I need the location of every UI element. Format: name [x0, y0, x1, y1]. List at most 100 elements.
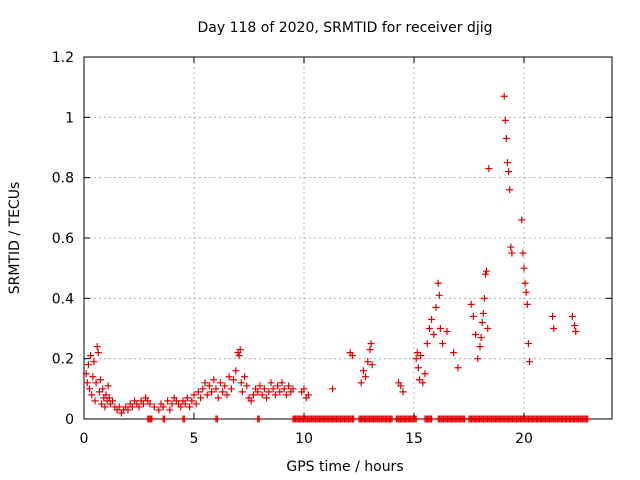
data-point [425, 325, 433, 332]
data-point [506, 186, 514, 194]
y-tick-label: 0.8 [52, 171, 74, 187]
data-point [436, 325, 444, 332]
data-point [479, 309, 487, 317]
data-point [93, 343, 101, 351]
data-point [155, 406, 163, 414]
data-point [357, 379, 365, 387]
data-point [416, 376, 423, 384]
data-point [230, 376, 238, 384]
x-axis-label: GPS time / hours [286, 459, 403, 475]
data-point [86, 385, 93, 393]
data-point [482, 270, 489, 278]
data-point [269, 385, 277, 393]
data-point [304, 391, 312, 399]
data-point [419, 379, 427, 387]
data-point [243, 382, 251, 390]
data-point [201, 379, 209, 387]
data-point [254, 388, 262, 396]
data-point [97, 376, 104, 384]
data-point [280, 385, 288, 393]
data-point [214, 394, 222, 402]
x-tick-label: 10 [295, 431, 313, 447]
data-point [526, 358, 533, 366]
data-point [263, 394, 271, 402]
data-point [232, 367, 240, 375]
data-point [265, 388, 273, 396]
data-point [450, 349, 458, 357]
data-point [249, 391, 257, 399]
data-point [500, 92, 508, 100]
data-point [235, 352, 243, 360]
grid-lines [84, 57, 612, 419]
data-point [443, 328, 451, 336]
data-point [258, 391, 266, 399]
data-point [183, 394, 191, 402]
data-point [89, 373, 97, 381]
data-point [568, 312, 576, 320]
data-point [432, 303, 440, 311]
data-point [128, 403, 136, 411]
data-point [477, 334, 485, 342]
data-point [216, 379, 224, 387]
data-point [91, 397, 99, 405]
data-point [521, 279, 529, 287]
data-point [505, 168, 513, 176]
data-point [282, 391, 290, 399]
data-point [348, 352, 356, 360]
data-point [99, 385, 107, 393]
data-point [238, 388, 246, 396]
data-point [168, 400, 176, 408]
y-tick-label: 0.6 [52, 231, 74, 247]
data-point [256, 382, 264, 390]
data-point [518, 216, 526, 224]
data-point [194, 388, 202, 396]
data-point [476, 343, 484, 351]
data-point [237, 379, 245, 387]
data-point [300, 385, 308, 393]
chart-title: Day 118 of 2020, SRMTID for receiver dji… [198, 20, 493, 36]
data-point [454, 364, 462, 372]
data-point [255, 415, 263, 423]
x-axis: 0 5 10 15 20 [80, 57, 533, 447]
data-point [210, 376, 218, 384]
data-point [159, 403, 167, 411]
data-point [434, 279, 442, 287]
data-point [285, 382, 293, 390]
data-point [549, 312, 557, 320]
data-point [146, 400, 154, 408]
data-point [181, 400, 189, 408]
data-point [105, 394, 113, 402]
plot-frame [83, 56, 613, 420]
data-points [82, 92, 592, 423]
y-tick-label: 0.2 [52, 352, 74, 368]
data-point [109, 397, 117, 405]
data-point [469, 312, 477, 320]
data-point [227, 385, 235, 393]
data-point [364, 358, 372, 366]
data-point [397, 382, 405, 390]
x-tick-label: 5 [190, 431, 199, 447]
data-point [428, 415, 436, 423]
data-point [219, 388, 227, 396]
data-point [87, 352, 95, 360]
data-point [241, 373, 249, 381]
data-point [359, 367, 367, 375]
data-point [467, 300, 475, 308]
data-point [203, 391, 211, 399]
data-point [139, 400, 147, 408]
data-point [225, 373, 233, 381]
data-point [148, 415, 156, 423]
data-point [83, 379, 91, 387]
data-point [502, 134, 510, 142]
data-point [247, 397, 255, 405]
data-point [212, 385, 220, 393]
data-point [572, 328, 580, 336]
data-point [412, 415, 420, 423]
data-point [519, 249, 527, 257]
data-point [484, 325, 492, 332]
data-point [177, 403, 185, 411]
data-point [474, 355, 482, 363]
y-axis-label: SRMTID / TECUs [7, 182, 23, 295]
data-point [92, 379, 100, 387]
